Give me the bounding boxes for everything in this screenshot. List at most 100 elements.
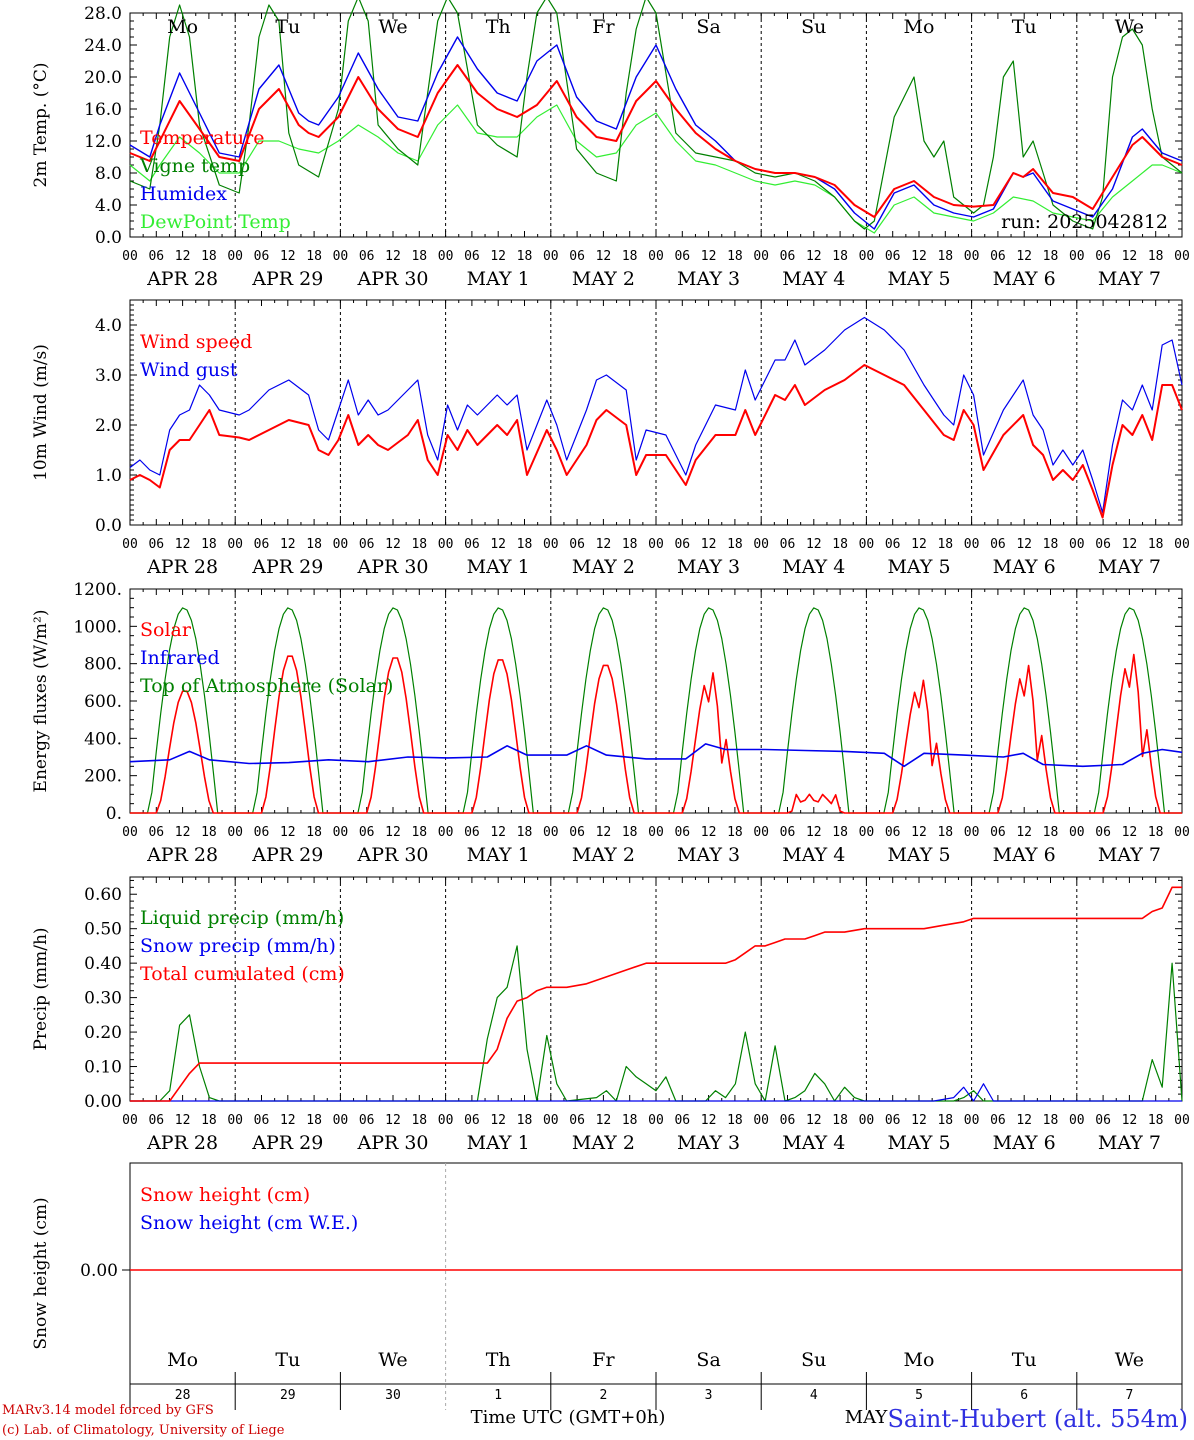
hour-tick-label: 06: [254, 1113, 270, 1128]
hour-tick-label: 06: [569, 825, 585, 840]
panel-frame: [129, 588, 1183, 814]
y-tick-label: 20.0: [84, 68, 122, 88]
y-tick-label: 0.0: [95, 516, 122, 536]
hour-tick-label: 06: [1095, 537, 1111, 552]
date-label: APR 28: [146, 556, 218, 578]
day-number-label: 3: [705, 1388, 713, 1403]
weekday-label: Su: [801, 16, 826, 38]
dewpoint-line: [129, 104, 1183, 234]
y-axis-label: 2m Temp. (°C): [31, 62, 51, 187]
hour-tick-label: 00: [1069, 537, 1085, 552]
day-number-label: 30: [385, 1388, 401, 1403]
hour-tick-label: 06: [780, 249, 796, 264]
date-label: MAY 5: [887, 844, 950, 866]
hour-tick-label: 12: [175, 1113, 191, 1128]
legend-entry: Liquid precip (mm/h): [140, 907, 344, 929]
hour-tick-label: 00: [1069, 825, 1085, 840]
hour-tick-label: 18: [1148, 825, 1164, 840]
hour-tick-label: 18: [517, 249, 533, 264]
footer-credit-1: MARv3.14 model forced by GFS: [2, 1403, 214, 1418]
hour-tick-label: 12: [1122, 537, 1138, 552]
date-label: MAY 5: [887, 1132, 950, 1154]
wind-speed-line: [129, 364, 1183, 519]
legend-entry: Vigne temp: [139, 155, 250, 177]
hour-tick-label: 00: [543, 249, 559, 264]
hour-tick-label: 12: [1122, 825, 1138, 840]
weekday-label: We: [1115, 16, 1144, 38]
weekday-label: Mo: [904, 16, 935, 38]
hour-tick-label: 18: [622, 1113, 638, 1128]
weekday-label: We: [378, 1349, 407, 1371]
hour-tick-label: 12: [385, 537, 401, 552]
weekday-label: Su: [801, 1349, 826, 1371]
hour-tick-label: 12: [701, 249, 717, 264]
weekday-label: Tu: [275, 1349, 300, 1371]
hour-tick-label: 00: [543, 825, 559, 840]
y-tick-label: 0.30: [84, 989, 122, 1009]
hour-tick-label: 00: [333, 825, 349, 840]
hour-tick-label: 12: [1016, 537, 1032, 552]
hour-tick-label: 12: [490, 1113, 506, 1128]
y-axis-label: Snow height (cm): [31, 1197, 51, 1349]
hour-tick-label: 00: [438, 1113, 454, 1128]
hour-tick-label: 06: [674, 825, 690, 840]
run-label: run: 2025042812: [1001, 211, 1168, 233]
hour-tick-label: 00: [859, 1113, 875, 1128]
footer-credit-2: (c) Lab. of Climatology, University of L…: [2, 1423, 285, 1438]
hour-tick-label: 12: [701, 1113, 717, 1128]
hour-tick-label: 18: [622, 825, 638, 840]
hour-tick-label: 00: [753, 1113, 769, 1128]
hour-tick-label: 06: [569, 249, 585, 264]
hour-tick-label: 12: [911, 825, 927, 840]
hour-tick-label: 06: [674, 1113, 690, 1128]
hour-tick-label: 06: [464, 249, 480, 264]
hour-tick-label: 18: [1148, 1113, 1164, 1128]
date-label: APR 29: [251, 268, 323, 290]
y-tick-label: 400.: [84, 729, 122, 749]
hour-tick-label: 00: [122, 1113, 138, 1128]
date-label: MAY 4: [782, 268, 845, 290]
hour-tick-label: 00: [859, 249, 875, 264]
hour-tick-label: 12: [385, 825, 401, 840]
date-label: MAY 6: [993, 1132, 1056, 1154]
hour-tick-label: 12: [1016, 825, 1032, 840]
station-name: Saint-Hubert (alt. 554m): [887, 1405, 1188, 1433]
y-tick-label: 16.0: [84, 100, 122, 120]
y-axis-label: Precip (mm/h): [31, 927, 51, 1050]
date-label: MAY 2: [572, 1132, 635, 1154]
hour-tick-label: 12: [911, 537, 927, 552]
date-label: APR 30: [356, 268, 428, 290]
hour-tick-label: 12: [1016, 249, 1032, 264]
hour-tick-label: 18: [937, 1113, 953, 1128]
date-label: MAY 5: [887, 268, 950, 290]
hour-tick-label: 00: [964, 825, 980, 840]
date-label: MAY 4: [782, 556, 845, 578]
legend-entry: Solar: [140, 619, 192, 641]
weekday-label: Sa: [696, 16, 720, 38]
day-number-label: 29: [280, 1388, 296, 1403]
hour-tick-label: 18: [727, 1113, 743, 1128]
hour-tick-label: 18: [1043, 537, 1059, 552]
date-label: MAY 3: [677, 844, 740, 866]
y-axis-label: 10m Wind (m/s): [31, 344, 51, 481]
hour-tick-label: 06: [674, 249, 690, 264]
hour-tick-label: 00: [648, 537, 664, 552]
day-number-label: 28: [175, 1388, 191, 1403]
day-number-label: 1: [494, 1388, 502, 1403]
weekday-label: Th: [486, 1349, 511, 1371]
hour-tick-label: 06: [254, 825, 270, 840]
hour-tick-label: 00: [333, 249, 349, 264]
y-tick-label: 4.0: [95, 316, 122, 336]
hour-tick-label: 18: [306, 825, 322, 840]
hour-tick-label: 06: [254, 249, 270, 264]
weekday-label: Tu: [1012, 16, 1037, 38]
hour-tick-label: 06: [359, 537, 375, 552]
y-tick-label: 8.0: [95, 164, 122, 184]
total-cumulated-line: [130, 886, 1182, 1102]
hour-tick-label: 18: [832, 249, 848, 264]
hour-tick-label: 12: [280, 249, 296, 264]
date-label: MAY 2: [572, 844, 635, 866]
weekday-label: Th: [486, 16, 511, 38]
legend-entry: Snow height (cm W.E.): [140, 1212, 358, 1234]
